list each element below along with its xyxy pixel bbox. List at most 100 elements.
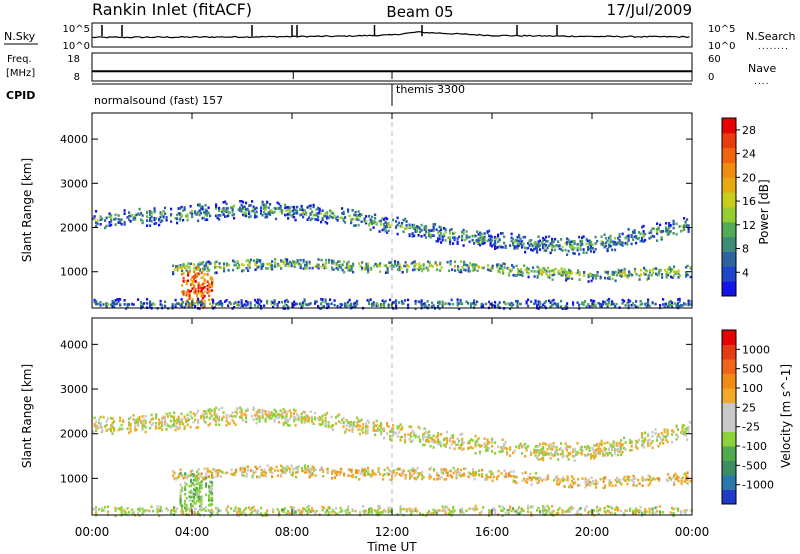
power-scatter-cell	[495, 246, 498, 249]
power-scatter-cell	[242, 304, 245, 307]
velocity-scatter-cell	[255, 413, 258, 417]
velocity-scatter-cell	[631, 479, 634, 482]
power-scatter-cell	[287, 212, 290, 216]
velocity-scatter-cell	[207, 424, 210, 427]
power-scatter-cell	[428, 261, 431, 264]
velocity-scatter-cell	[196, 478, 199, 481]
velocity-scatter-cell	[143, 424, 146, 427]
power-scatter-cell	[165, 218, 168, 222]
power-scatter-cell	[227, 214, 230, 218]
velocity-scatter-cell	[266, 413, 269, 417]
velocity-scatter-cell	[128, 423, 131, 427]
power-scatter-cell	[119, 298, 122, 301]
power-scatter-cell	[194, 266, 197, 270]
velocity-scatter-cell	[361, 470, 364, 473]
power-scatter-cell	[347, 264, 350, 268]
power-scatter-cell	[677, 302, 680, 305]
power-scatter-cell	[648, 237, 651, 240]
velocity-scatter-cell	[242, 470, 245, 474]
velocity-scatter-cell	[209, 408, 212, 411]
velocity-scatter-cell	[368, 508, 371, 511]
velocity-scatter-cell	[612, 440, 615, 444]
velocity-scatter-cell	[578, 508, 581, 511]
power-scatter-cell	[202, 267, 205, 271]
velocity-scatter-cell	[636, 509, 639, 512]
power-scatter-cell	[537, 235, 540, 239]
power-scatter-cell	[357, 223, 360, 227]
velocity-scatter-cell	[251, 476, 254, 479]
velocity-scatter-cell	[265, 474, 268, 478]
velocity-scatter-cell	[93, 507, 96, 511]
power-scatter-cell	[534, 299, 537, 302]
velocity-scatter-cell	[186, 423, 189, 427]
velocity-scatter-cell	[651, 440, 654, 443]
power-scatter-cell	[268, 262, 271, 266]
power-scatter-cell	[656, 232, 659, 235]
power-scatter-cell	[263, 304, 266, 308]
power-scatter-cell	[245, 201, 248, 205]
power-scatter-cell	[208, 294, 211, 298]
velocity-scatter-cell	[197, 426, 200, 429]
velocity-scatter-cell	[374, 429, 377, 432]
velocity-scatter-cell	[623, 447, 626, 450]
velocity-scatter-cell	[551, 448, 554, 451]
velocity-scatter-cell	[293, 408, 296, 412]
velocity-scatter-cell	[471, 507, 474, 511]
power-scatter-cell	[182, 300, 185, 304]
velocity-scatter-cell	[331, 472, 334, 475]
power-scatter-cell	[113, 301, 116, 304]
velocity-scatter-cell	[357, 419, 360, 422]
velocity-scatter-cell	[215, 475, 218, 478]
power-scatter-cell	[626, 241, 629, 245]
power-scatter-cell	[230, 206, 233, 209]
power-scatter-cell	[201, 302, 204, 306]
velocity-scatter-cell	[455, 476, 458, 480]
power-scatter-cell	[287, 206, 290, 209]
velocity-scatter-cell	[268, 468, 271, 472]
power-scatter-cell	[543, 243, 546, 246]
power-scatter-cell	[449, 232, 452, 235]
velocity-scatter-cell	[350, 423, 353, 427]
power-scatter-cell	[431, 234, 434, 237]
velocity-scatter-cell	[217, 474, 220, 477]
velocity-scatter-cell	[193, 478, 196, 482]
power-scatter-cell	[634, 270, 637, 274]
velocity-scatter-cell	[150, 505, 153, 509]
power-scatter-cell	[255, 206, 258, 210]
velocity-scatter-cell	[455, 469, 458, 472]
velocity-scatter-cell	[639, 505, 642, 509]
velocity-scatter-cell	[497, 469, 500, 473]
velocity-scatter-cell	[638, 509, 641, 512]
velocity-scatter-cell	[350, 420, 353, 424]
velocity-scatter-cell	[682, 476, 685, 480]
velocity-scatter-cell	[540, 457, 543, 461]
velocity-scatter-cell	[604, 484, 607, 487]
power-scatter-cell	[204, 210, 207, 213]
velocity-scatter-cell	[414, 434, 417, 437]
velocity-scatter-cell	[279, 409, 282, 412]
power-scatter-cell	[366, 299, 369, 302]
velocity-scatter-cell	[271, 467, 274, 471]
velocity-scatter-cell	[251, 506, 254, 510]
power-scatter-cell	[517, 271, 520, 274]
power-scatter-cell	[202, 269, 205, 273]
velocity-scatter-cell	[612, 445, 615, 448]
velocity-colorbar-label: -100	[742, 440, 767, 453]
power-scatter-cell	[354, 301, 357, 305]
power-scatter-cell	[516, 239, 519, 243]
velocity-scatter-cell	[104, 506, 107, 509]
power-scatter-cell	[420, 301, 423, 304]
power-scatter-cell	[620, 275, 623, 278]
power-scatter-cell	[605, 244, 608, 248]
velocity-scatter-cell	[292, 474, 295, 477]
power-scatter-cell	[519, 242, 522, 245]
velocity-scatter-cell	[358, 469, 361, 472]
velocity-scatter-cell	[285, 410, 288, 414]
velocity-scatter-cell	[302, 410, 305, 413]
power-scatter-cell	[617, 237, 620, 240]
velocity-scatter-cell	[200, 472, 203, 476]
power-scatter-cell	[361, 266, 364, 270]
power-scatter-cell	[317, 263, 320, 267]
power-scatter-cell	[225, 207, 228, 210]
power-scatter-cell	[612, 302, 615, 306]
